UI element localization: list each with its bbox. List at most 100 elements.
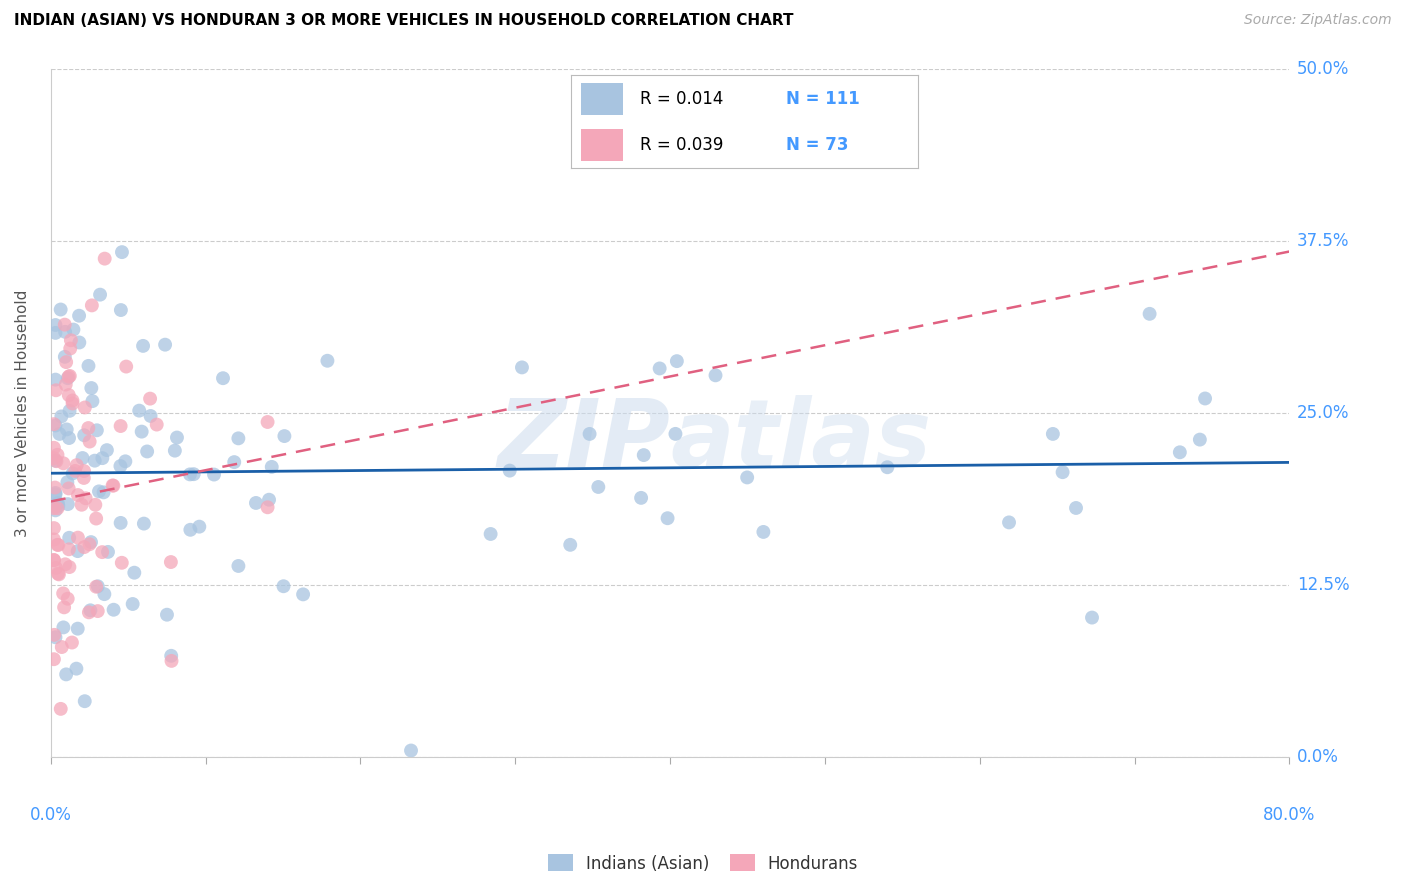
- Point: [630, 491, 652, 505]
- Point: [998, 516, 1021, 530]
- Point: [110, 516, 132, 530]
- Point: [183, 467, 205, 482]
- Point: [128, 403, 150, 417]
- Point: [49, 702, 72, 716]
- Point: [42, 451, 65, 466]
- Point: [56, 591, 79, 606]
- Point: [83, 453, 105, 467]
- Point: [53, 350, 76, 364]
- Point: [156, 607, 179, 622]
- Point: [45, 454, 67, 468]
- Point: [46, 501, 69, 516]
- Point: [46, 448, 69, 462]
- Point: [93, 587, 115, 601]
- Point: [145, 417, 167, 432]
- Point: [59, 342, 82, 356]
- Point: [97, 545, 120, 559]
- Legend: Indians (Asian), Hondurans: Indians (Asian), Hondurans: [541, 847, 865, 880]
- Point: [42, 441, 65, 455]
- Point: [103, 478, 125, 492]
- Point: [1194, 392, 1216, 406]
- Point: [77, 421, 100, 435]
- Point: [139, 409, 162, 423]
- Point: [79, 434, 101, 449]
- Point: [48, 567, 70, 582]
- Point: [560, 538, 582, 552]
- Point: [46, 538, 69, 552]
- Point: [77, 605, 100, 619]
- Point: [45, 561, 67, 575]
- Text: 25.0%: 25.0%: [1298, 404, 1350, 422]
- Point: [166, 431, 188, 445]
- Point: [1139, 307, 1161, 321]
- Point: [256, 415, 278, 429]
- Point: [55, 667, 77, 681]
- Point: [66, 488, 89, 502]
- Point: [73, 428, 96, 442]
- Point: [101, 478, 124, 492]
- Point: [48, 426, 70, 441]
- Point: [55, 422, 77, 436]
- Point: [665, 354, 688, 368]
- Point: [42, 501, 65, 516]
- Point: [316, 353, 339, 368]
- Point: [292, 587, 315, 601]
- Point: [67, 309, 90, 323]
- Point: [44, 487, 66, 501]
- Point: [114, 454, 136, 468]
- Point: [273, 579, 295, 593]
- Point: [260, 459, 283, 474]
- Point: [44, 326, 66, 340]
- Point: [633, 448, 655, 462]
- Point: [257, 492, 280, 507]
- Point: [1064, 500, 1087, 515]
- Text: 80.0%: 80.0%: [1263, 805, 1316, 823]
- Point: [82, 394, 104, 409]
- Point: [55, 355, 77, 369]
- Point: [499, 464, 522, 478]
- Point: [44, 481, 66, 495]
- Point: [588, 480, 610, 494]
- Point: [1081, 610, 1104, 624]
- Y-axis label: 3 or more Vehicles in Household: 3 or more Vehicles in Household: [15, 289, 30, 537]
- Point: [202, 467, 225, 482]
- Point: [84, 511, 107, 525]
- Point: [115, 359, 138, 374]
- Point: [91, 545, 114, 559]
- Point: [62, 396, 84, 410]
- Point: [124, 566, 146, 580]
- Point: [53, 600, 76, 615]
- Point: [273, 429, 295, 443]
- Point: [53, 318, 76, 332]
- Point: [70, 498, 93, 512]
- Point: [55, 377, 77, 392]
- Point: [46, 566, 69, 581]
- Point: [45, 384, 67, 398]
- Point: [578, 426, 600, 441]
- Point: [67, 335, 90, 350]
- Point: [51, 640, 73, 654]
- Point: [59, 368, 82, 383]
- Point: [648, 361, 671, 376]
- Point: [91, 451, 114, 466]
- Point: [80, 535, 103, 549]
- Point: [96, 443, 118, 458]
- Point: [153, 337, 176, 351]
- Point: [66, 458, 89, 472]
- Point: [75, 491, 97, 506]
- Point: [73, 471, 96, 485]
- Point: [58, 388, 80, 402]
- Point: [86, 423, 108, 437]
- Point: [228, 558, 250, 573]
- Point: [72, 450, 94, 465]
- Point: [160, 648, 183, 663]
- Point: [62, 393, 84, 408]
- Point: [110, 419, 132, 434]
- Point: [103, 603, 125, 617]
- Point: [212, 371, 235, 385]
- Point: [53, 558, 76, 572]
- Point: [479, 527, 502, 541]
- Point: [224, 455, 246, 469]
- Point: [179, 467, 201, 482]
- Point: [87, 579, 110, 593]
